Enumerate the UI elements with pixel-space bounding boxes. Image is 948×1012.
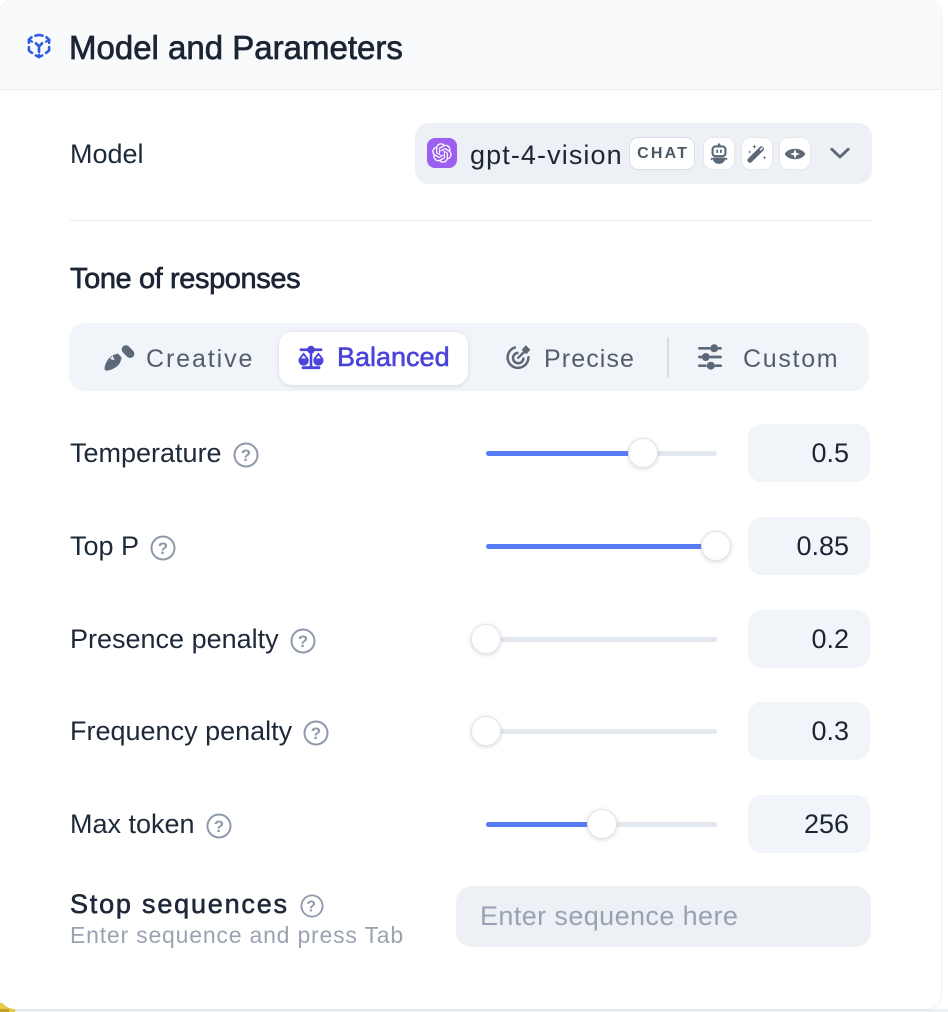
svg-text:?: ? [213, 817, 223, 836]
svg-text:?: ? [158, 539, 168, 558]
svg-text:?: ? [240, 446, 250, 465]
svg-text:?: ? [297, 632, 307, 651]
svg-text:?: ? [306, 898, 317, 915]
svg-text:?: ? [311, 724, 321, 743]
